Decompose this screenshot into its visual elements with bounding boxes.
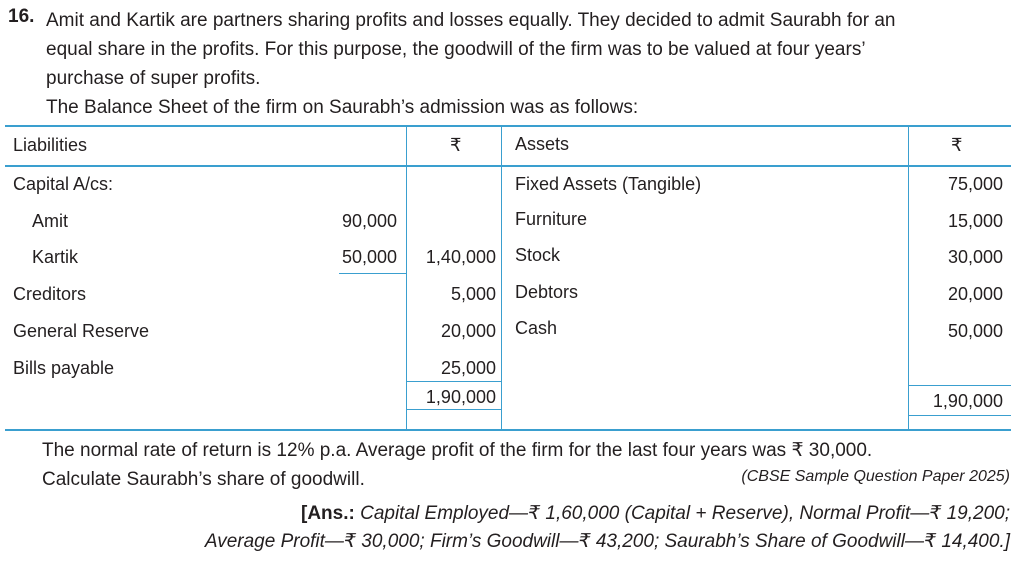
answer-line-2: Average Profit—₹ 30,000; Firm’s Goodwill… bbox=[204, 531, 1010, 552]
furniture-label: Furniture bbox=[515, 209, 588, 229]
normal-rate-text: The normal rate of return is 12% p.a. Av… bbox=[42, 436, 1012, 494]
assets-total-top-rule bbox=[908, 385, 1011, 386]
question-line-3: purchase of super profits. bbox=[46, 68, 261, 89]
header-liabilities: Liabilities bbox=[13, 135, 88, 155]
capital-subtotal-rule bbox=[339, 273, 406, 274]
fixed-assets-value: 75,000 bbox=[947, 174, 1003, 194]
liab-total-bottom-rule bbox=[406, 409, 501, 410]
general-reserve-label: General Reserve bbox=[13, 321, 150, 341]
header-assets: Assets bbox=[515, 134, 570, 154]
question-line-1: Amit and Kartik are partners sharing pro… bbox=[46, 10, 896, 31]
cash-value: 50,000 bbox=[947, 321, 1003, 341]
answer-line-1: [Ans.: Capital Employed—₹ 1,60,000 (Capi… bbox=[301, 502, 1010, 525]
bills-payable-label: Bills payable bbox=[13, 358, 115, 378]
liab-amount-divider bbox=[406, 125, 407, 431]
capital-accounts-label: Capital A/cs: bbox=[13, 174, 114, 194]
table-bottom-rule bbox=[5, 429, 1011, 431]
kartik-capital: 50,000 bbox=[341, 247, 397, 267]
question-text: Amit and Kartik are partners sharing pro… bbox=[46, 6, 1016, 93]
normal-rate-line-1: The normal rate of return is 12% p.a. Av… bbox=[42, 440, 873, 461]
capital-total: 1,40,000 bbox=[425, 247, 496, 267]
debtors-value: 20,000 bbox=[947, 284, 1003, 304]
question-number: 16. bbox=[8, 6, 35, 27]
kartik-label: Kartik bbox=[32, 247, 79, 267]
furniture-value: 15,000 bbox=[947, 211, 1003, 231]
header-rupee-liabilities: ₹ bbox=[450, 135, 462, 155]
source-citation: (CBSE Sample Question Paper 2025) bbox=[741, 468, 1010, 485]
table-top-rule bbox=[5, 125, 1011, 127]
general-reserve-value: 20,000 bbox=[440, 321, 496, 341]
assets-total-bottom-rule bbox=[908, 415, 1011, 416]
cash-label: Cash bbox=[515, 318, 558, 338]
assets-total: 1,90,000 bbox=[932, 391, 1003, 411]
debtors-label: Debtors bbox=[515, 282, 579, 302]
liab-assets-divider bbox=[501, 125, 502, 431]
answer-prefix: [Ans.: bbox=[301, 503, 355, 524]
creditors-label: Creditors bbox=[13, 284, 87, 304]
bills-payable-value: 25,000 bbox=[440, 358, 496, 378]
stock-label: Stock bbox=[515, 245, 561, 265]
fixed-assets-label: Fixed Assets (Tangible) bbox=[515, 174, 702, 194]
stock-value: 30,000 bbox=[947, 247, 1003, 267]
answer-text-1: Capital Employed—₹ 1,60,000 (Capital + R… bbox=[360, 503, 1010, 524]
normal-rate-line-2: Calculate Saurabh’s share of goodwill. bbox=[42, 469, 365, 490]
creditors-value: 5,000 bbox=[450, 284, 496, 304]
question-line-2: equal share in the profits. For this pur… bbox=[46, 39, 866, 60]
header-bottom-rule bbox=[5, 165, 1011, 167]
assets-amount-divider bbox=[908, 125, 909, 431]
liab-total-top-rule bbox=[406, 381, 501, 382]
balance-sheet-table: Liabilities ₹ Assets ₹ Capital A/cs: Ami… bbox=[5, 125, 1011, 431]
balance-sheet-intro: The Balance Sheet of the firm on Saurabh… bbox=[46, 97, 639, 118]
liabilities-total: 1,90,000 bbox=[425, 387, 496, 407]
amit-label: Amit bbox=[32, 211, 68, 231]
amit-capital: 90,000 bbox=[341, 211, 397, 231]
header-rupee-assets: ₹ bbox=[951, 135, 963, 155]
